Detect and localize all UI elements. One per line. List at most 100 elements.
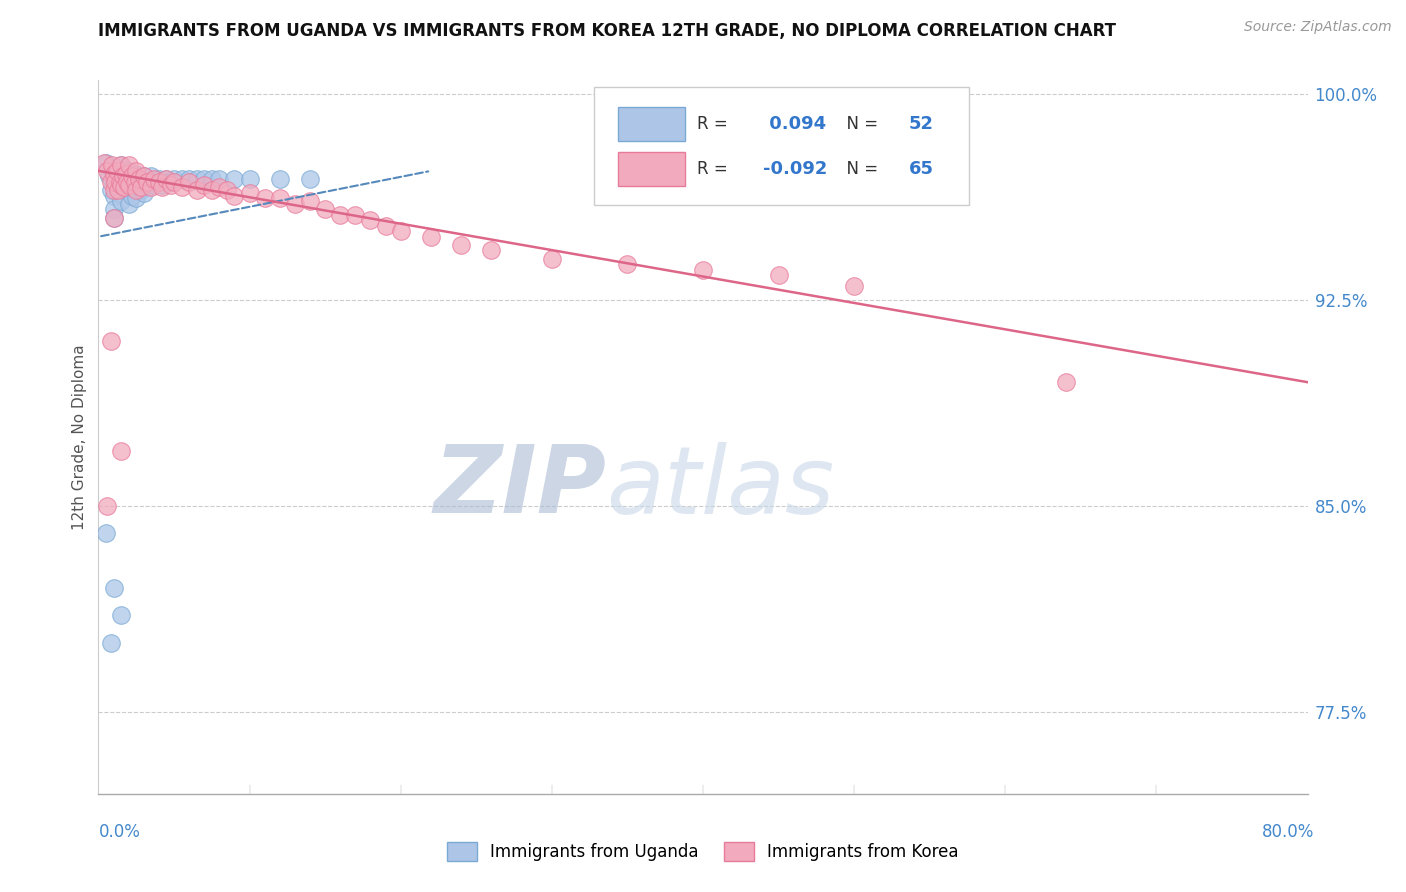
Point [100,636,122,650]
Point [170,172,193,186]
Point [141,169,163,184]
Point [121,175,143,189]
Point [125,175,148,189]
Point [344,208,367,222]
Point [201,172,224,186]
Point [110,608,132,623]
Point [112,175,135,189]
Point [481,244,503,258]
Point [103,581,125,595]
Point [103,211,125,225]
Point [103,175,125,189]
Point [110,158,132,172]
Point [101,158,124,172]
Point [129,180,152,194]
Point [132,169,155,184]
Point [132,169,155,184]
Point [124,167,146,181]
Point [94,155,117,169]
Point [121,188,143,202]
Point [110,178,132,192]
Point [450,238,472,252]
Point [111,169,134,184]
Point [115,169,138,184]
Point [186,183,208,197]
Point [135,175,157,189]
Point [103,211,125,225]
Point [103,167,125,181]
Text: Source: ZipAtlas.com: Source: ZipAtlas.com [1244,20,1392,34]
Point [128,172,150,186]
Point [844,279,866,293]
Point [96,499,118,513]
Point [616,257,638,271]
Point [101,164,124,178]
Point [155,172,177,186]
Text: ZIP: ZIP [433,441,606,533]
Point [374,219,396,233]
Text: 0.094: 0.094 [763,115,827,133]
Point [768,268,790,282]
Text: 52: 52 [908,115,934,133]
Point [103,188,125,202]
Point [540,252,562,266]
Point [118,164,141,178]
Point [253,191,276,205]
Point [111,164,134,178]
Point [163,172,186,186]
Point [100,175,122,189]
Text: R =: R = [697,160,733,178]
Legend: Immigrants from Uganda, Immigrants from Korea: Immigrants from Uganda, Immigrants from … [440,835,966,868]
FancyBboxPatch shape [619,107,685,141]
Point [299,194,322,208]
Point [110,158,132,172]
Point [129,183,152,197]
Text: N =: N = [837,160,883,178]
Point [160,178,183,192]
Point [118,158,141,172]
Point [100,334,122,348]
Point [110,443,132,458]
Point [112,180,135,194]
Point [94,526,117,541]
Point [389,224,412,238]
Point [269,191,291,205]
Point [110,194,132,208]
Point [208,172,231,186]
Point [105,167,128,181]
Point [114,183,136,197]
Point [148,172,170,186]
Point [159,175,181,189]
Point [141,180,163,194]
Point [124,175,146,189]
Point [224,188,246,202]
Point [110,178,132,192]
Point [143,178,166,192]
Point [201,183,224,197]
Point [115,175,138,189]
Point [239,186,262,200]
Text: IMMIGRANTS FROM UGANDA VS IMMIGRANTS FROM KOREA 12TH GRADE, NO DIPLOMA CORRELATI: IMMIGRANTS FROM UGANDA VS IMMIGRANTS FRO… [98,22,1116,40]
Point [96,164,118,178]
Point [105,164,128,178]
Point [93,155,115,169]
Point [150,180,173,194]
Point [239,172,262,186]
Text: N =: N = [837,115,883,133]
Point [269,172,291,186]
Point [1054,375,1077,389]
Y-axis label: 12th Grade, No Diploma: 12th Grade, No Diploma [72,344,87,530]
Point [215,183,238,197]
Point [179,172,201,186]
Point [103,183,125,197]
Point [148,175,170,189]
Text: 80.0%: 80.0% [1263,822,1315,840]
Point [299,172,322,186]
Point [163,175,186,189]
Point [360,213,382,227]
Point [170,180,193,194]
Text: 65: 65 [908,160,934,178]
Text: 0.0%: 0.0% [98,822,141,840]
Point [114,167,136,181]
Point [98,169,121,184]
